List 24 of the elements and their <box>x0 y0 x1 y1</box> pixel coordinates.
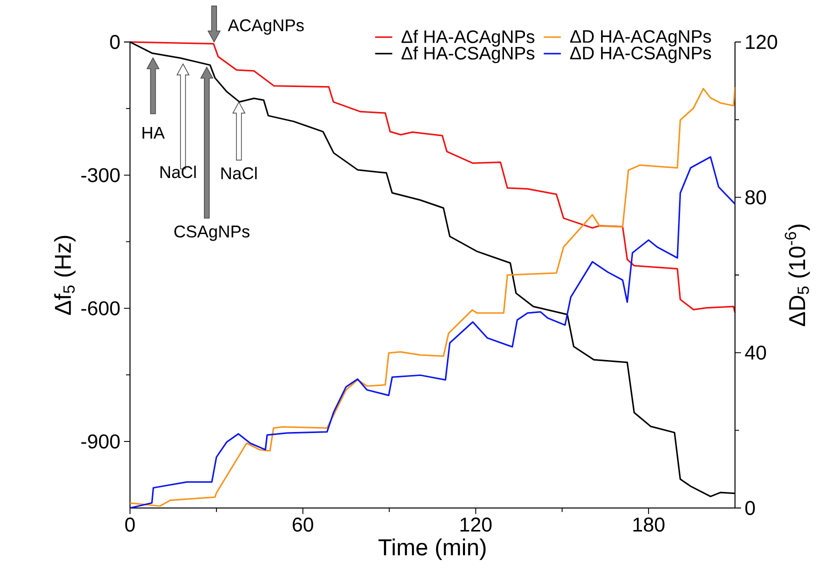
y-tick-label: -600 <box>81 301 120 316</box>
annotation: NaCl <box>221 166 257 180</box>
x-tick-label: 0 <box>125 518 135 532</box>
annotation: NaCl <box>160 166 196 178</box>
text: ACAgNPs <box>228 19 304 35</box>
y-tick-label: -900 <box>81 434 120 449</box>
annotation: HA <box>142 126 165 139</box>
y2-tick-label: 0 <box>745 500 755 516</box>
x-tick-label: 180 <box>633 518 664 532</box>
x-axis-title: Time (min) <box>378 538 486 560</box>
y2-tick-label: 40 <box>744 346 766 360</box>
y2-tick-label: 80 <box>745 190 766 204</box>
x-tick-label: 60 <box>292 518 314 532</box>
y-axis-title: Δf$_{5}$ (Hz) <box>54 236 76 315</box>
legend-label: Δf HA-ACAgNPs <box>402 30 534 47</box>
y-tick-label: -300 <box>81 168 120 182</box>
y2-axis-title: ΔD$_{5}$ (10$^{-6}$) <box>784 224 810 326</box>
legend-label: Δf HA-CSAgNPs <box>402 46 534 64</box>
y2-tick-label: 120 <box>746 34 778 50</box>
y-tick-label: 0 <box>110 34 120 50</box>
legend-label: ΔD HA-CSAgNPs <box>570 46 711 63</box>
legend-label: ΔD HA-ACAgNPs <box>570 30 711 46</box>
x-tick-label: 120 <box>460 518 492 532</box>
annotation: CSAgNPs <box>174 225 250 241</box>
